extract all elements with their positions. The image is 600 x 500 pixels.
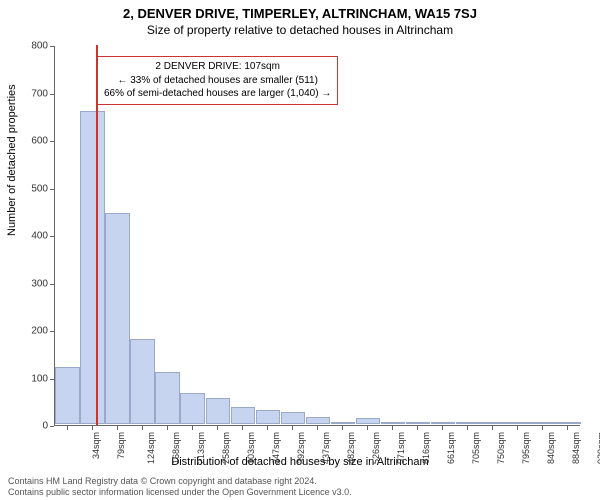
histogram-bar [130,339,155,425]
histogram-bar [55,367,80,424]
x-tick-mark [567,426,568,430]
x-tick-label: 884sqm [571,432,581,464]
x-tick-mark [267,426,268,430]
x-tick-mark [342,426,343,430]
anno-line-1: 2 DENVER DRIVE: 107sqm [104,60,331,74]
x-tick-label: 347sqm [271,432,281,464]
x-tick-mark [467,426,468,430]
x-tick-mark [542,426,543,430]
x-tick-label: 616sqm [421,432,431,464]
y-tick-mark [50,426,54,427]
y-axis-label: Number of detached properties [6,84,18,236]
x-tick-label: 213sqm [196,432,206,464]
x-tick-mark [517,426,518,430]
y-tick-label: 0 [42,421,48,432]
anno-line-2: ← 33% of detached houses are smaller (51… [104,74,331,88]
y-tick-label: 600 [31,136,48,147]
x-tick-label: 392sqm [296,432,306,464]
histogram-bar [431,422,456,424]
plot-area: 2 DENVER DRIVE: 107sqm← 33% of detached … [54,46,580,426]
x-tick-mark [167,426,168,430]
y-tick-mark [50,284,54,285]
y-tick-label: 800 [31,41,48,52]
y-tick-label: 100 [31,373,48,384]
page-title: 2, DENVER DRIVE, TIMPERLEY, ALTRINCHAM, … [0,0,600,21]
y-tick-mark [50,94,54,95]
histogram-bar [556,422,581,424]
x-tick-mark [67,426,68,430]
y-tick-mark [50,236,54,237]
anno-line-3: 66% of semi-detached houses are larger (… [104,87,331,101]
histogram-bar [80,111,105,425]
x-tick-label: 705sqm [471,432,481,464]
footer-line-2: Contains public sector information licen… [8,487,352,498]
x-tick-mark [242,426,243,430]
x-tick-label: 526sqm [371,432,381,464]
histogram-bar [381,422,406,424]
x-tick-mark [217,426,218,430]
histogram-bar [406,422,431,424]
x-tick-label: 437sqm [321,432,331,464]
histogram-bar [356,418,381,424]
x-tick-label: 124sqm [146,432,156,464]
x-tick-mark [92,426,93,430]
x-tick-label: 168sqm [171,432,181,464]
histogram-bar [481,422,506,424]
page-subtitle: Size of property relative to detached ho… [0,21,600,37]
histogram-bar [306,417,331,424]
x-tick-label: 929sqm [597,432,600,464]
histogram-bar [155,372,180,424]
x-tick-mark [192,426,193,430]
x-tick-mark [392,426,393,430]
y-tick-mark [50,141,54,142]
x-tick-label: 303sqm [246,432,256,464]
chart-wrap: 2 DENVER DRIVE: 107sqm← 33% of detached … [54,46,580,426]
x-tick-mark [367,426,368,430]
histogram-bar [180,393,205,424]
histogram-bar [231,407,256,424]
y-tick-mark [50,189,54,190]
x-tick-label: 79sqm [116,432,126,459]
x-tick-label: 750sqm [496,432,506,464]
x-tick-label: 795sqm [521,432,531,464]
histogram-bar [531,422,556,424]
footer-line-1: Contains HM Land Registry data © Crown c… [8,476,352,487]
histogram-bar [506,422,531,424]
y-tick-label: 500 [31,183,48,194]
y-tick-label: 300 [31,278,48,289]
x-tick-label: 258sqm [221,432,231,464]
y-tick-mark [50,379,54,380]
x-tick-mark [142,426,143,430]
y-tick-label: 400 [31,231,48,242]
footer: Contains HM Land Registry data © Crown c… [8,476,352,499]
x-tick-mark [442,426,443,430]
x-tick-mark [417,426,418,430]
x-tick-label: 34sqm [91,432,101,459]
x-tick-mark [317,426,318,430]
histogram-bar [105,213,130,424]
x-tick-label: 571sqm [396,432,406,464]
y-tick-label: 700 [31,88,48,99]
property-annotation-box: 2 DENVER DRIVE: 107sqm← 33% of detached … [97,56,338,105]
x-tick-mark [292,426,293,430]
histogram-bar [256,410,281,424]
y-tick-label: 200 [31,326,48,337]
chart-container: 2, DENVER DRIVE, TIMPERLEY, ALTRINCHAM, … [0,0,600,500]
x-tick-mark [492,426,493,430]
y-tick-mark [50,331,54,332]
histogram-bar [331,422,356,424]
x-tick-label: 661sqm [446,432,456,464]
histogram-bar [206,398,231,424]
histogram-bar [456,422,481,424]
histogram-bar [281,412,306,424]
x-tick-label: 840sqm [546,432,556,464]
x-tick-mark [117,426,118,430]
y-tick-mark [50,46,54,47]
x-tick-label: 482sqm [346,432,356,464]
